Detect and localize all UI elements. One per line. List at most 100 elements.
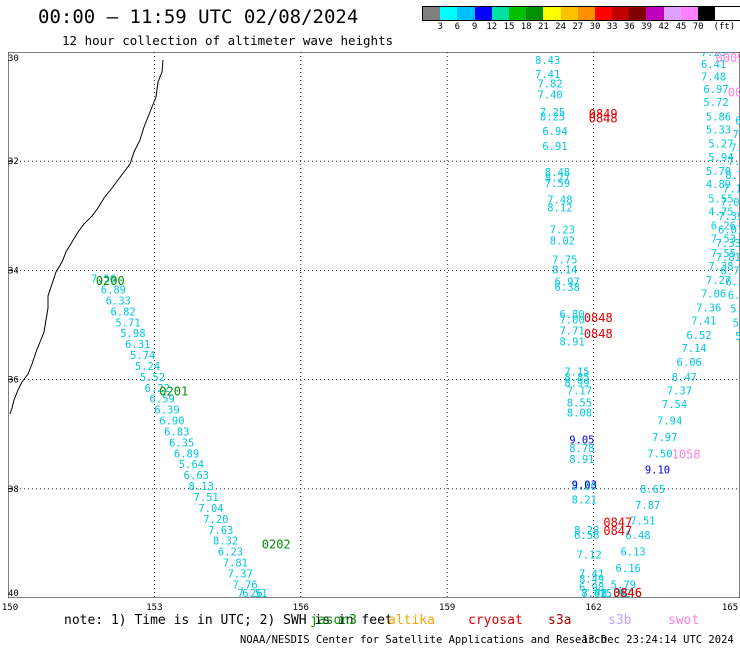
wave-height-value: 6.33 (106, 295, 131, 307)
x-tick-label: 162 (585, 603, 602, 613)
legend-label: 33 (606, 22, 618, 32)
wave-height-value: 6.74 (720, 265, 740, 277)
wave-height-value: 7.02 (720, 197, 740, 209)
wave-height-value: 7.51 (630, 515, 655, 527)
legend-swatch (594, 7, 613, 20)
wave-height-value: 7.53 (711, 234, 736, 246)
wave-height-value: 7. (728, 156, 740, 168)
legend-swatch (440, 7, 458, 20)
wave-height-value: 8.13 (189, 481, 214, 493)
wave-height-value: 7.12 (577, 549, 602, 561)
color-legend: 3 6 9 12 15 18 21 24 27 30 33 36 39 42 45 70 (ft) (422, 6, 740, 33)
pass-time-label: 0847 (603, 516, 632, 530)
wave-height-value: 7.48 (547, 194, 572, 206)
wave-height-value: 8.91 (569, 454, 594, 466)
y-tick-label: 36 (8, 376, 19, 386)
time-labels: 0200020102020849084808480848084708470846… (96, 52, 740, 598)
wave-height-value: 6.63 (184, 470, 209, 482)
legend-label: 45 (675, 22, 687, 32)
wave-height-value: 8.25 (540, 111, 565, 123)
wave-height-value: 6.52 (686, 330, 711, 342)
wave-height-value: 8.91 (559, 336, 584, 348)
pass-time-label: 0848 (589, 112, 618, 126)
wave-height-value: 7.40 (537, 90, 562, 102)
legend-label: 3 (437, 22, 443, 32)
legend-label: 6 (454, 22, 461, 32)
wave-height-value: 8.28 (574, 525, 599, 537)
pass-time-label: 0848 (584, 327, 613, 341)
wave-height-value: 6.31 (125, 339, 150, 351)
wave-height-value: 7.81 (223, 558, 248, 570)
coastline (9, 59, 164, 415)
pass-time-label: 0846 (613, 586, 642, 598)
legend-swatch (698, 7, 716, 20)
wave-height-value: 7.37 (667, 386, 692, 398)
wave-height-value: 7.37 (228, 568, 253, 580)
wave-height-value: 5.98 (120, 328, 145, 340)
wave-height-value: 6.38 (555, 282, 580, 294)
wave-height-value: 6.53 (728, 290, 740, 302)
wave-height-map: 7.566.896.336.825.715.986.315.745.245.52… (8, 52, 740, 598)
legend-swatch (612, 7, 630, 20)
wave-height-value: 5.27 (708, 139, 733, 151)
wave-height-value: 7.38 (708, 261, 733, 273)
legend-swatch (543, 7, 561, 20)
wave-height-value: 7.71 (559, 325, 584, 337)
legend-label: 12 (486, 22, 498, 32)
wave-height-value: 6.90 (159, 416, 184, 428)
track-middle-darkblue: 9.05 9.03 (569, 435, 597, 492)
wave-height-value: 5.07 (730, 304, 740, 316)
x-tick-label: 159 (439, 603, 456, 613)
wave-height-value: 6.51 (242, 588, 267, 598)
wave-height-value: 6.36 (601, 588, 626, 598)
pass-time-label: 001 (728, 85, 740, 99)
wave-height-value: 8.47 (672, 372, 697, 384)
legend-swatch (577, 7, 595, 20)
pass-time-label: 0849 (589, 107, 618, 121)
wave-height-value: 6.07 (718, 224, 740, 236)
wave-height-value: 6.48 (625, 530, 650, 542)
wave-height-value: 7.17 (567, 386, 592, 398)
wave-height-value: 6.56 (574, 530, 599, 542)
satellite-altika: altika (388, 613, 435, 628)
wave-height-value: 7.59 (545, 178, 570, 190)
wave-height-value: 7.15 (564, 366, 589, 378)
wave-height-value: 7.87 (635, 500, 660, 512)
wave-height-value: 9.10 (645, 465, 670, 477)
wave-height-value: 7.54 (662, 399, 687, 411)
pass-time-label: 0846 (613, 586, 642, 598)
wave-height-value: 5.71 (115, 317, 140, 329)
wave-height-value: 7.26 (237, 588, 262, 598)
wave-height-value: 8.7 (725, 170, 740, 182)
wave-height-value: 7.82 (537, 79, 562, 91)
legend-swatch (560, 7, 578, 20)
legend-swatch (663, 7, 681, 20)
satellite-jason3: jason3 (310, 613, 357, 628)
wave-height-value: 5. (735, 331, 740, 343)
wave-height-value: 8.01 (581, 588, 606, 598)
wave-height-value: 5.92 (606, 588, 631, 598)
track-values: 7.566.896.336.825.715.986.315.745.245.52… (91, 52, 740, 598)
wave-height-value: 8.27 (545, 173, 570, 185)
wave-height-value: 7.00 (559, 315, 584, 327)
y-tick-label: 30 (8, 54, 19, 64)
legend-swatch (491, 7, 509, 20)
wave-height-value: 7.41 (579, 568, 604, 580)
wave-height-value: 8.14 (552, 264, 577, 276)
y-tick-label: 38 (8, 485, 19, 495)
wave-height-value: 7.04 (198, 503, 223, 515)
wave-height-value: 6.89 (101, 285, 126, 297)
wave-height-value: 6.39 (154, 405, 179, 417)
pass-time-label: 0200 (96, 274, 125, 288)
wave-height-value: 8.48 (545, 167, 570, 179)
wave-height-value: 7.50 (647, 448, 672, 460)
satellite-s3a: s3a (548, 613, 572, 628)
wave-height-value: 8.21 (572, 495, 597, 507)
x-tick-label: 153 (146, 603, 163, 613)
wave-height-value: 7.63 (208, 525, 233, 537)
wave-height-value: 8.32 (213, 536, 238, 548)
wave-height-value: 6.83 (164, 426, 189, 438)
wave-height-value: 6.97 (555, 276, 580, 288)
wave-height-value: 8.78 (569, 443, 594, 455)
legend-label: 70 (692, 22, 704, 32)
